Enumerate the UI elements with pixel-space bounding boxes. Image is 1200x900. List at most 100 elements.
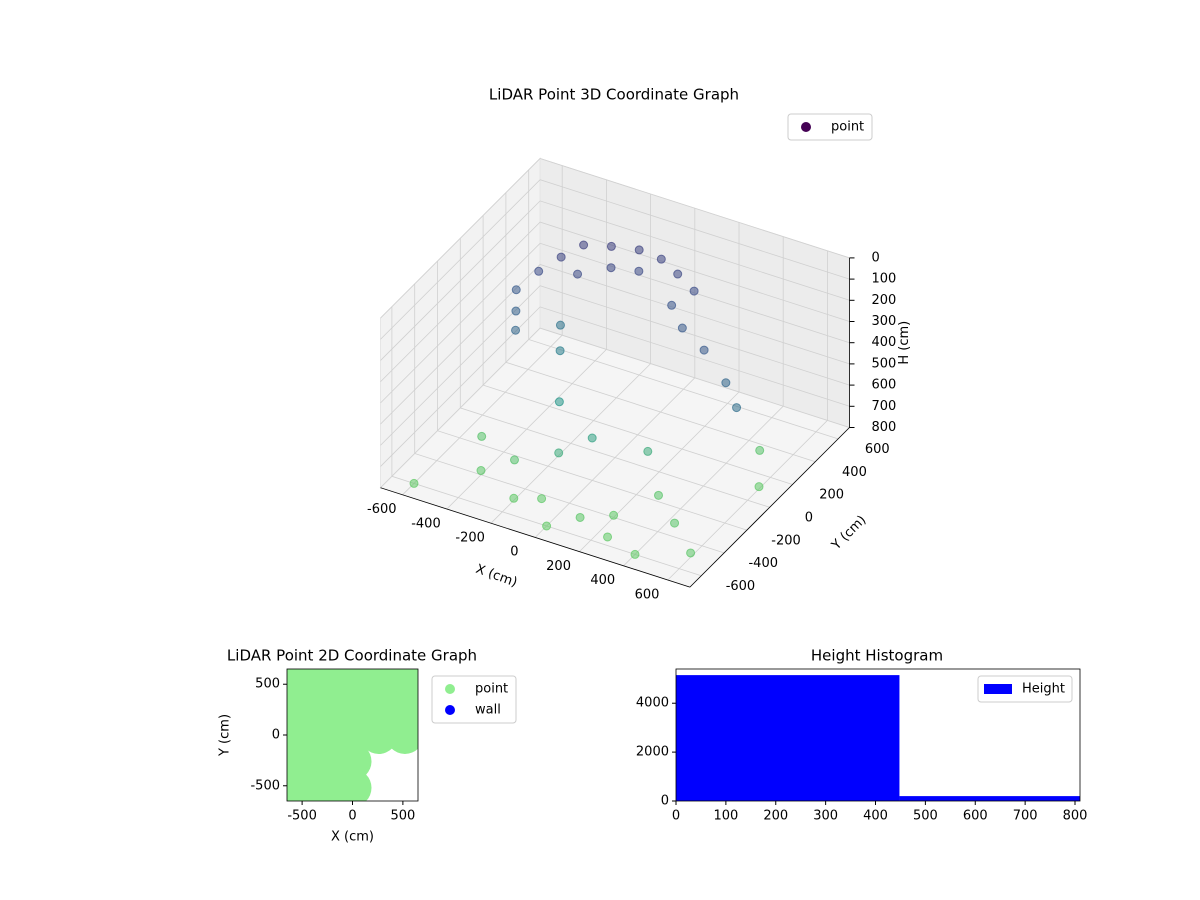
x-tick-label: 500	[913, 809, 938, 824]
point	[689, 286, 699, 296]
z-tick-label: 500	[872, 356, 897, 371]
x-tick-label: 300	[813, 809, 838, 824]
point	[630, 549, 640, 559]
point	[511, 285, 521, 295]
point	[333, 689, 372, 728]
x-tick-label: 0	[348, 809, 356, 824]
axes-frame	[286, 668, 419, 802]
point	[673, 269, 683, 279]
legend-swatch	[984, 684, 1012, 694]
y-tick-label: 0	[661, 794, 669, 809]
point	[554, 448, 564, 458]
chart-title: LiDAR Point 3D Coordinate Graph	[489, 86, 739, 104]
point	[643, 446, 653, 456]
point	[656, 254, 666, 264]
grid-line	[380, 285, 850, 446]
legend-box	[787, 113, 873, 141]
point	[511, 325, 521, 335]
chart-title: LiDAR Point 2D Coordinate Graph	[227, 647, 477, 665]
y-tick-label: -600	[726, 579, 756, 594]
point	[477, 431, 487, 441]
z-tick-label: 200	[872, 293, 897, 308]
y-tick-label: -200	[771, 533, 801, 548]
x-tick-label: -400	[411, 516, 441, 531]
y-tick-label: 4000	[636, 696, 669, 711]
point	[579, 240, 589, 250]
legend-label: Height	[1022, 682, 1065, 697]
x-axis	[380, 487, 691, 588]
point	[333, 742, 372, 781]
x-axis-label: X (cm)	[331, 830, 374, 845]
x-tick-label: 500	[390, 809, 415, 824]
point	[476, 466, 486, 476]
y-axis-label: Y (cm)	[828, 513, 869, 554]
grid-line	[380, 158, 850, 319]
grid-line	[380, 179, 850, 340]
x-tick-label: -200	[455, 531, 485, 546]
point	[409, 478, 419, 488]
point	[654, 490, 663, 500]
z-tick-label: 0	[872, 250, 880, 265]
legend-label: point	[475, 682, 508, 697]
points	[409, 240, 765, 559]
legend-marker	[801, 122, 811, 132]
grid-line	[380, 327, 850, 488]
x-tick-label: 200	[546, 559, 571, 574]
point	[606, 263, 616, 273]
legend-label: wall	[475, 703, 501, 718]
grid-line	[380, 306, 850, 467]
x-axis-label: X (cm)	[474, 562, 520, 591]
point	[699, 345, 709, 355]
point	[575, 512, 585, 522]
point	[609, 510, 619, 520]
z-axis-label: H (cm)	[897, 321, 912, 365]
point	[732, 403, 742, 413]
y-axis	[689, 427, 850, 588]
legend-marker	[445, 705, 455, 715]
bar	[676, 675, 900, 801]
point	[509, 493, 519, 503]
point	[385, 716, 418, 754]
y-tick-label: 0	[272, 728, 280, 743]
point	[333, 768, 372, 801]
x-tick-label: 100	[713, 809, 738, 824]
y-tick-label: 400	[842, 465, 867, 480]
point	[634, 266, 644, 276]
point	[359, 716, 398, 754]
y-tick-label: 500	[255, 677, 280, 692]
x-tick-label: 600	[963, 809, 988, 824]
x-tick-label: 400	[590, 573, 615, 588]
point	[606, 241, 616, 251]
z-tick-label: 600	[872, 378, 897, 393]
point	[307, 689, 346, 728]
x-tick-label: 200	[763, 809, 788, 824]
point	[634, 245, 644, 255]
axes-frame	[675, 668, 1081, 802]
point	[555, 320, 565, 330]
legend-marker	[445, 684, 455, 694]
grid-line	[380, 221, 850, 382]
x-tick-label: -500	[287, 809, 317, 824]
point	[670, 518, 680, 528]
point	[307, 716, 346, 754]
point	[556, 252, 566, 262]
y-tick-label: 0	[805, 510, 813, 525]
x-tick-label: 400	[863, 809, 888, 824]
points	[287, 669, 418, 801]
z-tick-label: 100	[872, 272, 897, 287]
x-tick-label: 700	[1013, 809, 1038, 824]
legend-label: point	[831, 120, 864, 135]
point	[542, 521, 552, 531]
point	[359, 689, 398, 728]
point	[755, 445, 765, 455]
z-tick-label: 800	[872, 420, 897, 435]
point	[677, 323, 687, 333]
grid-line	[380, 242, 850, 404]
legend-box	[977, 675, 1073, 703]
point	[510, 455, 519, 465]
point	[667, 300, 677, 310]
y-tick-label: 600	[865, 442, 890, 457]
x-tick-label: -600	[367, 502, 397, 517]
point	[754, 482, 764, 492]
